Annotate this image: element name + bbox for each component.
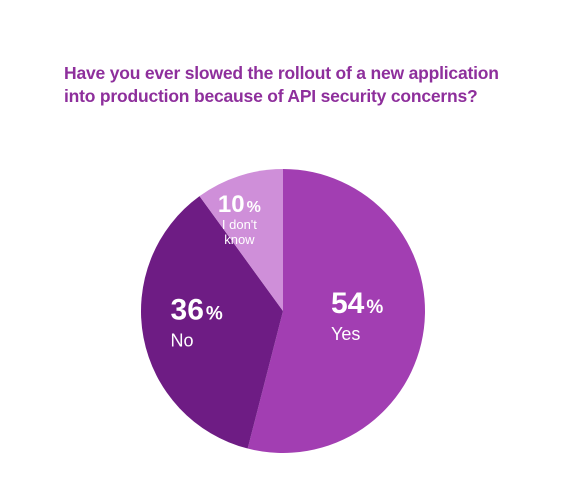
slice-percent-label: 54% <box>331 287 383 320</box>
chart-title-line-1: Have you ever slowed the rollout of a ne… <box>64 63 499 83</box>
slice-category-label: know <box>224 232 255 247</box>
slice-label-yes: 54 % Yes <box>331 287 383 344</box>
pie-slice-i-don-t-know <box>199 169 283 311</box>
slice-category-label: Yes <box>331 324 360 344</box>
pie-slice-no <box>140 196 283 449</box>
pie-slice-yes <box>247 169 425 453</box>
slice-category-label: I don't <box>222 217 257 232</box>
slice-label-no: 36 % No <box>171 293 223 350</box>
slice-category-label: No <box>171 330 194 350</box>
chart-title-line-2: into production because of API security … <box>64 86 478 106</box>
slice-percent-label: 36% <box>171 293 223 326</box>
slice-percent-label: 10% <box>218 191 261 218</box>
chart-title: Have you ever slowed the rollout of a ne… <box>64 62 544 108</box>
